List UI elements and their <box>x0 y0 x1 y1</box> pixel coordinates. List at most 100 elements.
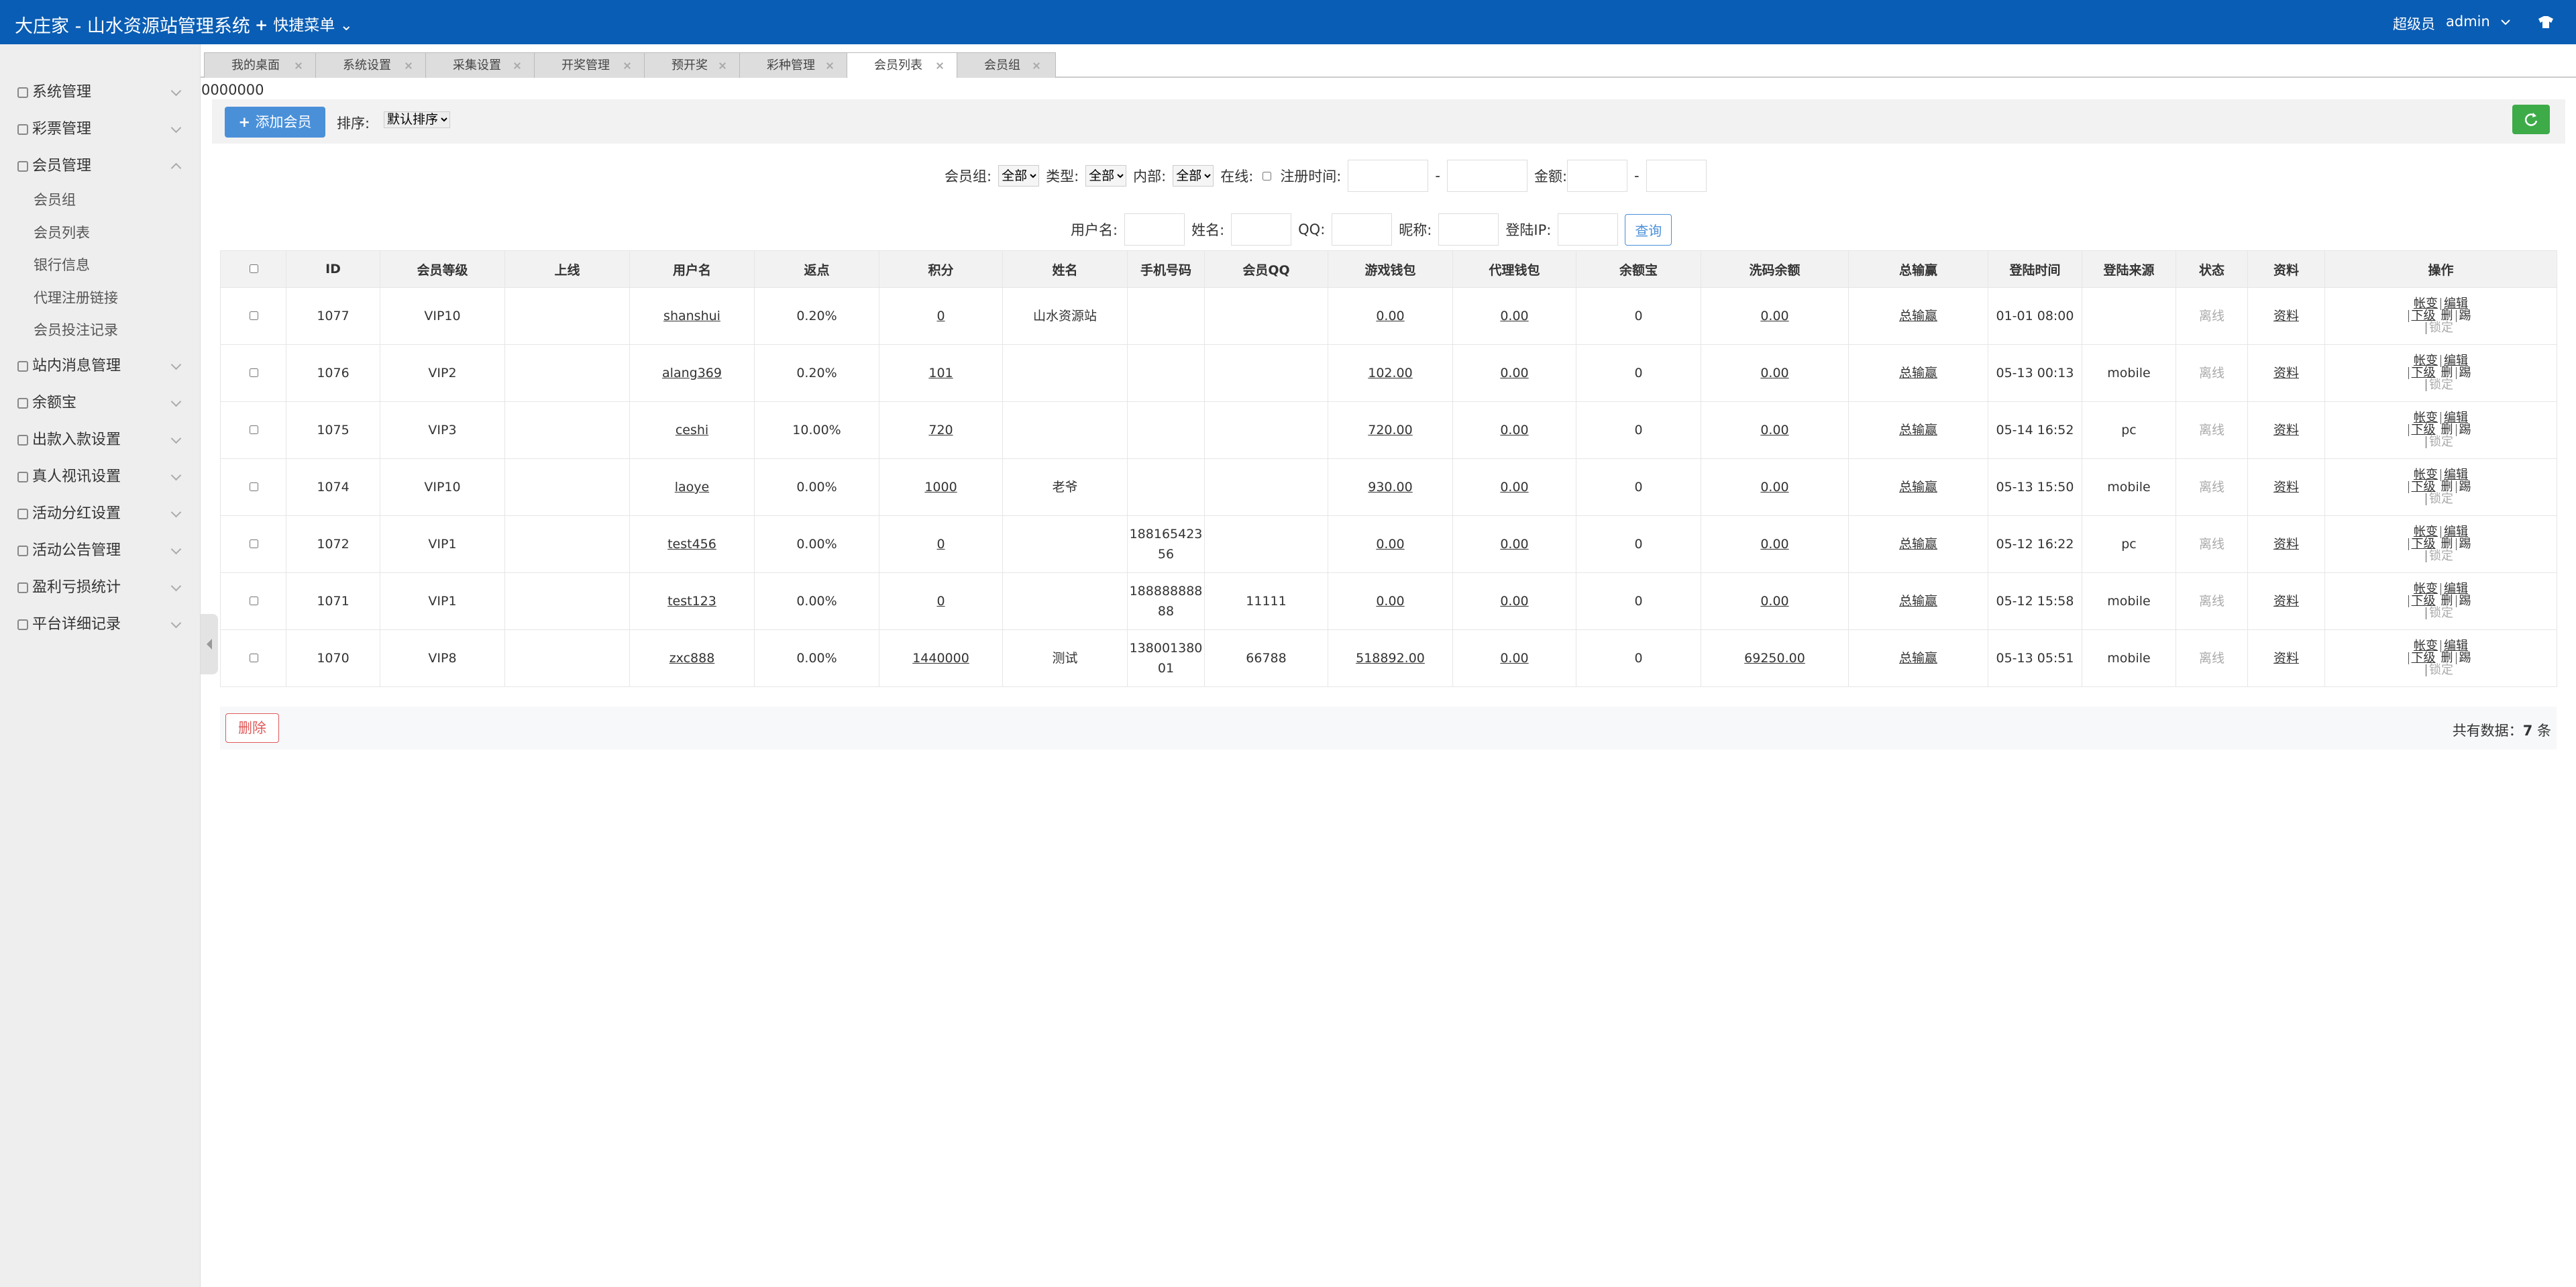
info[interactable]: 资料 <box>2273 309 2299 323</box>
search-button[interactable]: 查询 <box>1625 213 1672 246</box>
action-link[interactable]: 下级 <box>2408 652 2438 664</box>
winloss[interactable]: 总输赢 <box>1898 594 1937 609</box>
action-link[interactable]: 下级 <box>2408 538 2438 550</box>
menu-label[interactable]: 出款入款设置 <box>32 431 121 448</box>
action-link[interactable]: 踢 <box>2455 367 2474 379</box>
info[interactable]: 资料 <box>2273 423 2299 437</box>
collapse-toggle[interactable] <box>201 614 218 674</box>
action-link[interactable]: 锁定 <box>2426 664 2456 676</box>
game[interactable]: 0.00 <box>1376 309 1405 323</box>
action-link[interactable]: 锁定 <box>2426 379 2456 391</box>
agent[interactable]: 0.00 <box>1500 366 1529 380</box>
points[interactable]: 1000 <box>924 480 957 495</box>
action-link[interactable]: 帐变 <box>2414 525 2438 539</box>
action-link[interactable]: 编辑 <box>2440 526 2471 538</box>
tab-label[interactable]: 彩种管理 <box>767 58 815 72</box>
action-link[interactable]: 删 <box>2440 366 2453 380</box>
menu-label[interactable]: 活动公告管理 <box>32 542 121 559</box>
menu-item[interactable]: 平台详细记录 <box>17 608 185 641</box>
action-link[interactable]: 帐变 <box>2414 411 2438 425</box>
action-link[interactable]: 踢 <box>2455 310 2474 322</box>
winloss[interactable]: 总输赢 <box>1898 423 1937 437</box>
row-checkbox[interactable] <box>249 368 258 377</box>
action-link[interactable]: 删 <box>2440 651 2453 665</box>
amount-from[interactable] <box>1567 160 1628 192</box>
reg-to[interactable] <box>1446 160 1527 192</box>
menu-item[interactable]: 出款入款设置 <box>17 423 185 457</box>
info[interactable]: 资料 <box>2273 594 2299 609</box>
game[interactable]: 930.00 <box>1368 480 1413 495</box>
game[interactable]: 0.00 <box>1376 594 1405 609</box>
winloss[interactable]: 总输赢 <box>1898 480 1937 495</box>
row-checkbox[interactable] <box>249 597 258 605</box>
tab[interactable]: 系统设置 <box>315 52 428 78</box>
username[interactable]: alang369 <box>662 366 722 380</box>
tab[interactable]: 我的桌面 <box>204 52 318 78</box>
menu-label[interactable]: 系统管理 <box>32 84 92 101</box>
tab-label[interactable]: 预开奖 <box>672 58 708 72</box>
quick-menu[interactable]: + 快捷菜单 ⌄ <box>255 17 353 34</box>
ip-input[interactable] <box>1558 213 1619 246</box>
username[interactable]: zxc888 <box>669 651 715 666</box>
info[interactable]: 资料 <box>2273 480 2299 495</box>
action-link[interactable]: 编辑 <box>2440 583 2471 595</box>
action-link[interactable]: 下级 <box>2408 481 2438 493</box>
action-link[interactable]: 踢 <box>2455 424 2474 436</box>
action-link[interactable]: 删 <box>2440 537 2453 551</box>
tab-label[interactable]: 系统设置 <box>343 58 391 72</box>
action-link[interactable]: 删 <box>2440 309 2453 323</box>
info[interactable]: 资料 <box>2273 651 2299 666</box>
action-link[interactable]: 下级 <box>2408 595 2438 607</box>
amount-to[interactable] <box>1646 160 1707 192</box>
points[interactable]: 0 <box>936 309 945 323</box>
tab-label[interactable]: 会员列表 <box>874 58 922 72</box>
add-button[interactable]: + 添加会员 <box>225 107 325 138</box>
tab-label[interactable]: 开奖管理 <box>561 58 610 72</box>
points[interactable]: 101 <box>928 366 953 380</box>
action-link[interactable]: 编辑 <box>2440 298 2471 310</box>
submenu-item[interactable]: 会员组 <box>34 192 76 208</box>
wash[interactable]: 0.00 <box>1760 309 1789 323</box>
username[interactable]: test456 <box>667 537 716 552</box>
points[interactable]: 0 <box>936 537 945 552</box>
winloss[interactable]: 总输赢 <box>1898 537 1937 552</box>
menu-item[interactable]: 站内消息管理 <box>17 350 185 383</box>
action-link[interactable]: 下级 <box>2408 367 2438 379</box>
menu-label[interactable]: 站内消息管理 <box>32 358 121 374</box>
username[interactable]: laoye <box>674 480 710 495</box>
action-link[interactable]: 锁定 <box>2426 493 2456 505</box>
action-link[interactable]: 锁定 <box>2426 322 2456 334</box>
points[interactable]: 0 <box>936 594 945 609</box>
refresh-button[interactable] <box>2512 105 2550 134</box>
agent[interactable]: 0.00 <box>1500 651 1529 666</box>
action-link[interactable]: 锁定 <box>2426 550 2456 562</box>
winloss[interactable]: 总输赢 <box>1898 309 1937 323</box>
tab-label[interactable]: 采集设置 <box>453 58 501 72</box>
tab[interactable]: 预开奖 <box>644 52 742 78</box>
tab-close[interactable] <box>826 62 833 69</box>
menu-label[interactable]: 会员管理 <box>32 158 92 174</box>
tab-close[interactable] <box>295 62 302 69</box>
menu-item[interactable]: 系统管理 <box>17 76 185 109</box>
row-checkbox[interactable] <box>249 482 258 491</box>
tab-label[interactable]: 会员组 <box>984 58 1020 72</box>
action-link[interactable]: 帐变 <box>2414 639 2438 653</box>
row-checkbox[interactable] <box>249 654 258 662</box>
menu-item[interactable]: 真人视讯设置 <box>17 460 185 494</box>
wash[interactable]: 69250.00 <box>1744 651 1805 666</box>
game[interactable]: 102.00 <box>1368 366 1413 380</box>
menu-item[interactable]: 彩票管理 <box>17 113 185 146</box>
agent[interactable]: 0.00 <box>1500 309 1529 323</box>
action-link[interactable]: 下级 <box>2408 310 2438 322</box>
action-link[interactable]: 踢 <box>2455 595 2474 607</box>
agent[interactable]: 0.00 <box>1500 423 1529 437</box>
action-link[interactable]: 帐变 <box>2414 582 2438 596</box>
agent[interactable]: 0.00 <box>1500 537 1529 552</box>
menu-label[interactable]: 真人视讯设置 <box>32 468 121 485</box>
points[interactable]: 1440000 <box>912 651 969 666</box>
submenu-item[interactable]: 会员列表 <box>34 224 90 241</box>
action-link[interactable]: 帐变 <box>2414 354 2438 368</box>
action-link[interactable]: 编辑 <box>2440 412 2471 424</box>
action-link[interactable]: 下级 <box>2408 424 2438 436</box>
username-input[interactable] <box>1124 213 1185 246</box>
